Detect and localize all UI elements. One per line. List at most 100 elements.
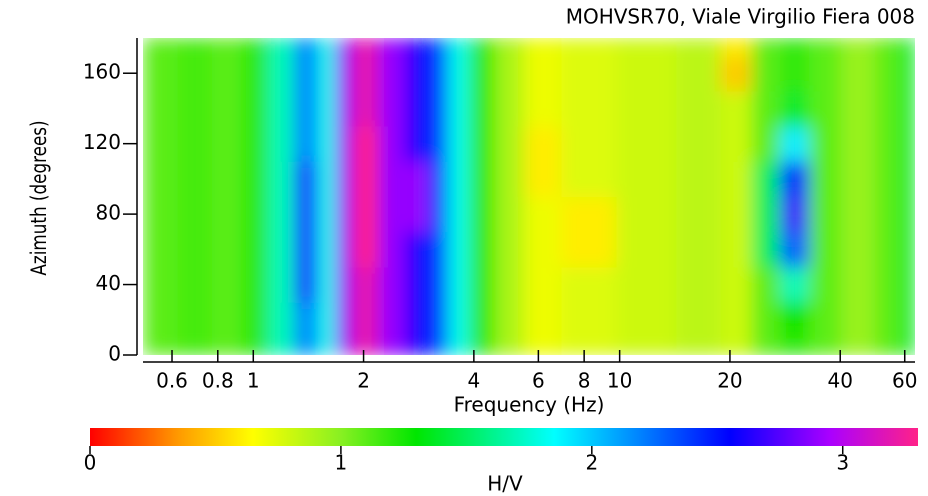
heatmap-cell bbox=[447, 302, 470, 338]
heatmap-cell bbox=[676, 161, 722, 197]
heatmap-cell bbox=[378, 161, 406, 197]
heatmap-cell bbox=[676, 196, 722, 233]
colorbar-tick-label: 2 bbox=[585, 451, 598, 475]
y-tick-label: 0 bbox=[108, 342, 121, 366]
x-tick-label: 10 bbox=[607, 369, 632, 393]
heatmap-cell bbox=[720, 126, 753, 162]
heatmap-cell bbox=[900, 38, 915, 57]
heatmap-cell bbox=[317, 196, 336, 233]
heatmap-cell bbox=[404, 196, 429, 233]
heatmap-cell bbox=[317, 302, 336, 338]
heatmap-cell bbox=[874, 231, 901, 268]
heatmap-cell bbox=[561, 126, 617, 162]
heatmap-cell bbox=[469, 302, 496, 338]
heatmap-cell bbox=[378, 90, 406, 127]
heatmap-cell bbox=[495, 161, 525, 197]
heatmap-cell bbox=[240, 161, 269, 197]
heatmap-cell bbox=[900, 196, 915, 233]
heatmap-cell bbox=[378, 231, 406, 268]
heatmap-cell bbox=[469, 126, 496, 162]
heatmap-cell bbox=[317, 90, 336, 127]
heatmap-cell bbox=[177, 161, 213, 197]
heatmap-cell bbox=[874, 126, 901, 162]
heatmap-cell bbox=[841, 231, 876, 268]
heatmap-cell bbox=[616, 196, 677, 233]
heatmap-cell bbox=[404, 38, 429, 57]
heatmap-cell bbox=[143, 55, 178, 92]
heatmap-cell bbox=[335, 231, 354, 268]
heatmap-cell bbox=[143, 126, 178, 162]
y-tick-label: 120 bbox=[83, 130, 121, 154]
heatmap-cell bbox=[427, 90, 449, 127]
heatmap-cell bbox=[404, 126, 429, 162]
heatmap-cell bbox=[177, 266, 213, 303]
heatmap-cell bbox=[378, 196, 406, 233]
heatmap-cell bbox=[676, 90, 722, 127]
heatmap-cell bbox=[447, 55, 470, 92]
heatmap-cell bbox=[808, 266, 842, 303]
heatmap-cell bbox=[317, 266, 336, 303]
x-axis-label: Frequency (Hz) bbox=[454, 393, 605, 417]
heatmap-cell bbox=[495, 337, 525, 355]
heatmap-cell bbox=[561, 302, 617, 338]
heatmap-cell bbox=[352, 126, 379, 162]
heatmap-cell bbox=[676, 55, 722, 92]
heatmap-cell bbox=[294, 302, 318, 338]
heatmap-cell bbox=[317, 55, 336, 92]
heatmap-cell bbox=[427, 266, 449, 303]
heatmap-cell bbox=[294, 55, 318, 92]
y-tick-label: 160 bbox=[83, 60, 121, 84]
heatmap-cell bbox=[495, 38, 525, 57]
heatmap-cell bbox=[211, 231, 241, 268]
heatmap-cell bbox=[404, 302, 429, 338]
heatmap-cell bbox=[469, 196, 496, 233]
heatmap-cell bbox=[720, 266, 753, 303]
heatmap-cell bbox=[874, 38, 901, 57]
heatmap-cell bbox=[294, 231, 318, 268]
heatmap-cell bbox=[352, 337, 379, 355]
heatmap-cell bbox=[317, 231, 336, 268]
heatmap-cell bbox=[352, 196, 379, 233]
heatmap-cell bbox=[352, 302, 379, 338]
heatmap-cell bbox=[352, 55, 379, 92]
colorbar-tick-label: 3 bbox=[836, 451, 849, 475]
x-tick-label: 60 bbox=[892, 369, 917, 393]
colorbar-label: H/V bbox=[487, 472, 523, 496]
heatmap-cell bbox=[779, 302, 810, 338]
heatmap-cell bbox=[751, 161, 781, 197]
heatmap-cell bbox=[779, 196, 810, 233]
colorbar bbox=[90, 428, 918, 446]
chart-title: MOHVSR70, Viale Virgilio Fiera 008 bbox=[566, 5, 915, 29]
heatmap-cell bbox=[267, 38, 296, 57]
heatmap-cell bbox=[240, 337, 269, 355]
heatmap-cell bbox=[779, 38, 810, 57]
heatmap-cell bbox=[143, 38, 178, 57]
heatmap-cell bbox=[211, 90, 241, 127]
heatmap-cell bbox=[294, 196, 318, 233]
heatmap-cell bbox=[143, 90, 178, 127]
heatmap-cell bbox=[561, 231, 617, 268]
heatmap-cell bbox=[561, 90, 617, 127]
heatmap-cell bbox=[495, 55, 525, 92]
x-tick-label: 0.8 bbox=[202, 369, 234, 393]
heatmap-cell bbox=[779, 90, 810, 127]
heatmap-cell bbox=[267, 90, 296, 127]
heatmap-cell bbox=[335, 126, 354, 162]
heatmap-cell bbox=[427, 55, 449, 92]
heatmap-cell bbox=[335, 90, 354, 127]
x-tick-label: 6 bbox=[532, 369, 545, 393]
heatmap-cell bbox=[523, 38, 562, 57]
heatmap-cell bbox=[240, 266, 269, 303]
heatmap-cell bbox=[352, 90, 379, 127]
heatmap-cell bbox=[404, 90, 429, 127]
heatmap-cell bbox=[404, 337, 429, 355]
heatmap-cell bbox=[335, 266, 354, 303]
heatmap-cell bbox=[900, 231, 915, 268]
heatmap-cell bbox=[751, 302, 781, 338]
heatmap-cell bbox=[841, 266, 876, 303]
y-tick-label: 80 bbox=[96, 201, 121, 225]
heatmap-cell bbox=[808, 90, 842, 127]
heatmap-cell bbox=[335, 302, 354, 338]
heatmap-cell bbox=[900, 161, 915, 197]
heatmap-cell bbox=[616, 302, 677, 338]
